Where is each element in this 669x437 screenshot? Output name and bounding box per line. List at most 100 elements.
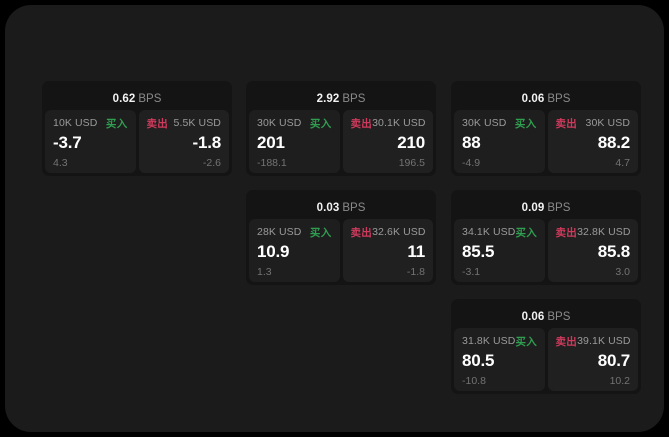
- buy-sub-value: 4.3: [53, 157, 68, 169]
- buy-side-panel[interactable]: 10K USD 买入 -3.7 4.3: [45, 110, 136, 173]
- sell-size-label: 30K USD: [585, 117, 630, 129]
- bps-value: 0.03: [316, 202, 340, 214]
- sell-price-value: -1.8: [192, 133, 222, 152]
- buy-price-value: 80.5: [462, 351, 495, 370]
- sell-action-label: 卖出: [350, 226, 373, 239]
- quote-column-3: 0.06 BPS 30K USD 买入 88 -4.9: [451, 81, 641, 408]
- card-header: 0.06 BPS: [451, 307, 641, 324]
- quote-column-2: 2.92 BPS 30K USD 买入 201 -188.1: [246, 81, 436, 299]
- buy-side-panel[interactable]: 30K USD 买入 201 -188.1: [249, 110, 340, 173]
- sell-side-header: 卖出 32.6K USD: [350, 226, 426, 239]
- buy-price-value: 10.9: [257, 242, 290, 261]
- quote-card[interactable]: 2.92 BPS 30K USD 买入 201 -188.1: [246, 81, 436, 176]
- buy-action-label: 买入: [515, 335, 538, 348]
- card-header: 0.62 BPS: [42, 89, 232, 106]
- buy-action-label: 买入: [309, 226, 332, 239]
- sell-side-panel[interactable]: 卖出 30.1K USD 210 196.5: [342, 110, 433, 173]
- buy-sub-value: 1.3: [257, 266, 272, 278]
- buy-sub-value: -188.1: [257, 157, 287, 169]
- buy-side-header: 30K USD 买入: [462, 117, 537, 130]
- buy-price-value: 85.5: [462, 242, 495, 261]
- sell-side-panel[interactable]: 卖出 39.1K USD 80.7 10.2: [547, 328, 638, 391]
- sell-side-header: 卖出 39.1K USD: [555, 335, 631, 348]
- card-body: 34.1K USD 买入 85.5 -3.1 卖出 32.8K USD 85.: [451, 215, 641, 285]
- sell-side-panel[interactable]: 卖出 5.5K USD -1.8 -2.6: [138, 110, 229, 173]
- sell-action-label: 卖出: [146, 117, 169, 130]
- bps-value: 0.09: [521, 202, 545, 214]
- sell-side-header: 卖出 30K USD: [555, 117, 631, 130]
- card-header: 0.06 BPS: [451, 89, 641, 106]
- sell-sub-value: 4.7: [615, 157, 630, 169]
- quote-card[interactable]: 0.09 BPS 34.1K USD 买入 85.5 -3.1: [451, 190, 641, 285]
- buy-sub-value: -3.1: [462, 266, 481, 278]
- sell-sub-value: 10.2: [609, 375, 630, 387]
- buy-price-value: 88: [462, 133, 481, 152]
- bps-unit-label: BPS: [547, 311, 571, 323]
- buy-size-label: 31.8K USD: [462, 335, 516, 347]
- sell-size-label: 39.1K USD: [577, 335, 631, 347]
- sell-price-value: 80.7: [597, 351, 630, 370]
- buy-side-header: 34.1K USD 买入: [462, 226, 538, 239]
- buy-side-panel[interactable]: 34.1K USD 买入 85.5 -3.1: [454, 219, 545, 282]
- quote-card[interactable]: 0.06 BPS 30K USD 买入 88 -4.9: [451, 81, 641, 176]
- bps-unit-label: BPS: [547, 202, 571, 214]
- sell-action-label: 卖出: [555, 226, 578, 239]
- sell-size-label: 30.1K USD: [372, 117, 426, 129]
- card-body: 10K USD 买入 -3.7 4.3 卖出 5.5K USD -1.8: [42, 106, 232, 176]
- sell-size-label: 32.8K USD: [577, 226, 631, 238]
- card-header: 2.92 BPS: [246, 89, 436, 106]
- sell-action-label: 卖出: [555, 117, 578, 130]
- quotes-panel: 0.62 BPS 10K USD 买入 -3.7 4.3: [5, 5, 664, 432]
- sell-price-value: 11: [407, 242, 425, 261]
- buy-size-label: 10K USD: [53, 117, 98, 129]
- buy-side-panel[interactable]: 28K USD 买入 10.9 1.3: [249, 219, 340, 282]
- sell-side-header: 卖出 30.1K USD: [351, 117, 426, 130]
- card-body: 28K USD 买入 10.9 1.3 卖出 32.6K USD 11: [246, 215, 436, 285]
- sell-side-header: 卖出 5.5K USD: [146, 117, 222, 130]
- bps-value: 2.92: [316, 93, 340, 105]
- buy-size-label: 28K USD: [257, 226, 302, 238]
- sell-price-value: 85.8: [597, 242, 630, 261]
- quote-card[interactable]: 0.62 BPS 10K USD 买入 -3.7 4.3: [42, 81, 232, 176]
- sell-sub-value: 3.0: [615, 266, 630, 278]
- bps-unit-label: BPS: [342, 202, 366, 214]
- quote-card[interactable]: 0.03 BPS 28K USD 买入 10.9 1.3: [246, 190, 436, 285]
- card-header: 0.09 BPS: [451, 198, 641, 215]
- sell-side-panel[interactable]: 卖出 32.8K USD 85.8 3.0: [547, 219, 638, 282]
- buy-side-panel[interactable]: 31.8K USD 买入 80.5 -10.8: [454, 328, 545, 391]
- sell-sub-value: -1.8: [406, 266, 425, 278]
- sell-size-label: 5.5K USD: [173, 117, 221, 129]
- sell-side-header: 卖出 32.8K USD: [555, 226, 631, 239]
- buy-side-header: 31.8K USD 买入: [462, 335, 538, 348]
- buy-size-label: 30K USD: [257, 117, 302, 129]
- buy-action-label: 买入: [309, 117, 332, 130]
- quote-card-grid: 0.62 BPS 10K USD 买入 -3.7 4.3: [37, 81, 641, 401]
- buy-sub-value: -10.8: [462, 375, 486, 387]
- sell-side-panel[interactable]: 卖出 30K USD 88.2 4.7: [547, 110, 638, 173]
- sell-action-label: 卖出: [555, 335, 578, 348]
- buy-action-label: 买入: [105, 117, 128, 130]
- card-header: 0.03 BPS: [246, 198, 436, 215]
- sell-sub-value: 196.5: [398, 157, 425, 169]
- quote-column-1: 0.62 BPS 10K USD 买入 -3.7 4.3: [42, 81, 232, 190]
- buy-side-header: 30K USD 买入: [257, 117, 332, 130]
- sell-side-panel[interactable]: 卖出 32.6K USD 11 -1.8: [342, 219, 433, 282]
- bps-value: 0.06: [521, 311, 545, 323]
- card-body: 30K USD 买入 88 -4.9 卖出 30K USD 88.2: [451, 106, 641, 176]
- quote-card[interactable]: 0.06 BPS 31.8K USD 买入 80.5 -10.8: [451, 299, 641, 394]
- sell-price-value: 210: [397, 133, 425, 152]
- buy-size-label: 30K USD: [462, 117, 507, 129]
- buy-sub-value: -4.9: [462, 157, 481, 169]
- buy-side-panel[interactable]: 30K USD 买入 88 -4.9: [454, 110, 545, 173]
- bps-unit-label: BPS: [342, 93, 366, 105]
- buy-action-label: 买入: [514, 117, 537, 130]
- buy-side-header: 10K USD 买入: [53, 117, 128, 130]
- buy-size-label: 34.1K USD: [462, 226, 516, 238]
- bps-unit-label: BPS: [547, 93, 571, 105]
- bps-value: 0.62: [112, 93, 136, 105]
- buy-price-value: -3.7: [53, 133, 82, 152]
- buy-action-label: 买入: [515, 226, 538, 239]
- bps-value: 0.06: [521, 93, 545, 105]
- sell-size-label: 32.6K USD: [372, 226, 426, 238]
